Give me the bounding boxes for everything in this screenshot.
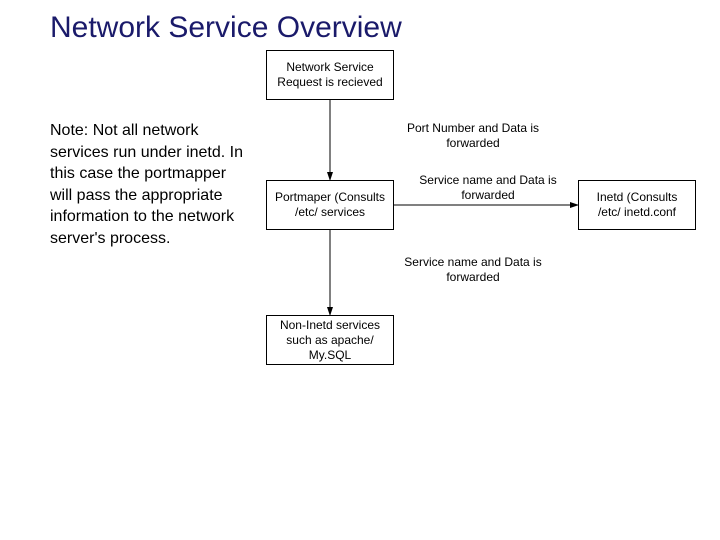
node-non-inetd: Non-Inetd services such as apache/ My.SQ… (266, 315, 394, 365)
flowchart-diagram: Network Service Request is recieved Port… (248, 50, 708, 420)
edge-label-service-noninetd: Service name and Data is forwarded (403, 255, 543, 285)
edge-label-port-number: Port Number and Data is forwarded (403, 121, 543, 151)
node-portmapper: Portmaper (Consults /etc/ services (266, 180, 394, 230)
node-request: Network Service Request is recieved (266, 50, 394, 100)
slide-title: Network Service Overview (50, 10, 402, 46)
node-inetd: Inetd (Consults /etc/ inetd.conf (578, 180, 696, 230)
edge-label-service-inetd: Service name and Data is forwarded (418, 173, 558, 203)
slide-note: Note: Not all network services run under… (50, 120, 245, 250)
